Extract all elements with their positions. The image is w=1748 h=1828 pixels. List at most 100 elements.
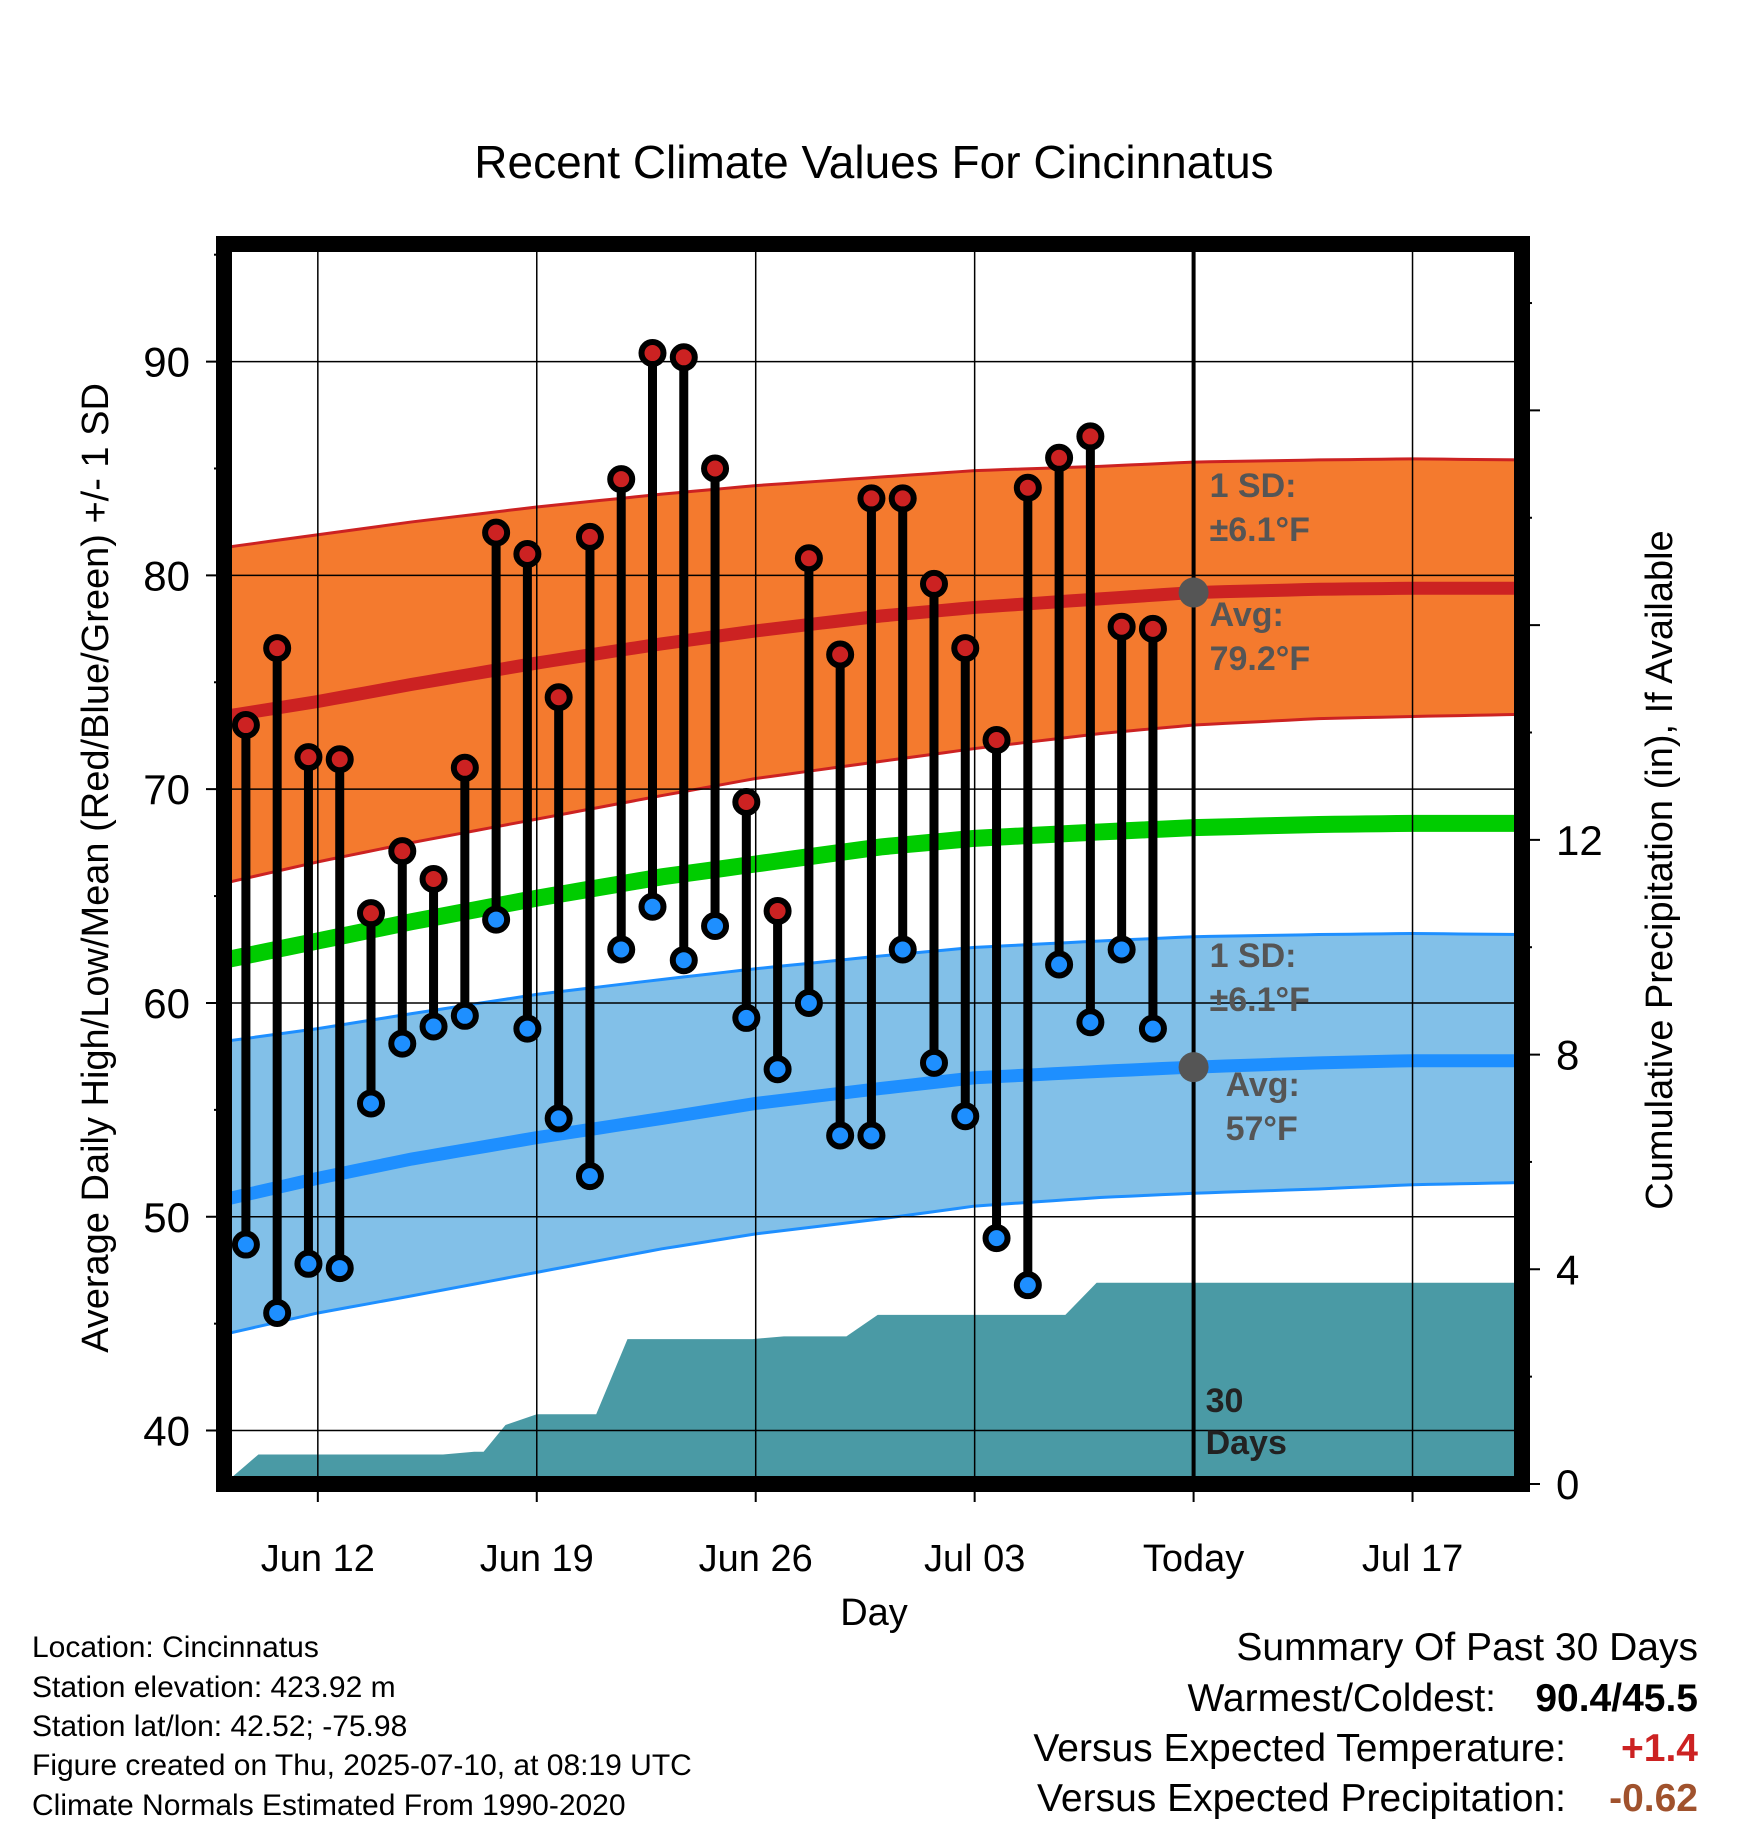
high-sd-value: ±6.1°F [1210, 511, 1310, 549]
obs-low-point [263, 1298, 292, 1327]
obs-low-point [982, 1224, 1011, 1253]
obs-low-point [544, 1104, 573, 1133]
x-tick-label: Today [1143, 1538, 1244, 1580]
x-tick-label: Jun 19 [480, 1538, 594, 1580]
obs-high-point [450, 753, 479, 782]
obs-low-point [419, 1012, 448, 1041]
obs-low-point [513, 1014, 542, 1043]
x-tick-label: Jul 03 [924, 1538, 1025, 1580]
low-sd-band-lower-edge [224, 1181, 1522, 1336]
summary-temp-value: +1.4 [1621, 1727, 1698, 1770]
precip-area [224, 1282, 1522, 1484]
obs-low-point [701, 912, 730, 940]
y-axis-right-label: Cumulative Precipitation (in), If Availa… [1639, 530, 1681, 1209]
obs-high-point [763, 897, 792, 926]
obs-low-point [450, 1001, 479, 1030]
obs-high-point [919, 569, 948, 598]
obs-high-point [263, 634, 292, 663]
obs-high-point [575, 522, 604, 551]
obs-high-point [544, 683, 573, 712]
summary-temp-label: Versus Expected Temperature: [1033, 1727, 1566, 1770]
obs-high-point [1076, 422, 1105, 451]
high-avg-label: Avg: [1210, 596, 1284, 634]
footer-elevation: Station elevation: 423.92 m [32, 1671, 396, 1704]
obs-high-point [1107, 612, 1136, 641]
obs-high-point [357, 899, 386, 928]
obs-high-point [231, 711, 260, 740]
obs-high-point [669, 343, 698, 372]
obs-low-point [1076, 1008, 1105, 1037]
obs-low-point [294, 1249, 323, 1278]
obs-low-point [1107, 935, 1136, 964]
y-tick-label: 90 [143, 339, 190, 386]
obs-low-point [638, 892, 667, 921]
plot-area: 30 Days 1 SD: ±6.1°F Avg: 79.2°F 1 SD: ±6.1°F Av… [143, 236, 1603, 1580]
obs-low-point [732, 1003, 761, 1032]
obs-high-point [419, 864, 448, 893]
today-high-avg-marker [1178, 577, 1209, 608]
obs-high-point [951, 634, 980, 663]
plot-inner [224, 244, 1522, 1484]
obs-low-point [1138, 1014, 1167, 1043]
obs-low-point [826, 1121, 855, 1150]
low-sd-value: ±6.1°F [1210, 981, 1310, 1019]
y-tick-label: 40 [143, 1408, 190, 1455]
obs-high-point [325, 745, 354, 774]
obs-high-point [826, 640, 855, 669]
footer-latlon: Station lat/lon: 42.52; -75.98 [32, 1710, 407, 1743]
y-axis-left-label: Average Daily High/Low/Mean (Red/Blue/Gr… [75, 383, 117, 1353]
obs-high-point [638, 339, 667, 368]
obs-high-point [294, 743, 323, 772]
obs-high-point [701, 454, 730, 483]
x-axis-label: Day [840, 1592, 908, 1634]
obs-high-point [794, 544, 823, 573]
low-avg-value: 57°F [1226, 1110, 1298, 1148]
obs-low-point [325, 1254, 354, 1283]
obs-high-point [1045, 443, 1074, 472]
high-sd-label: 1 SD: [1210, 467, 1297, 505]
low-avg-label: Avg: [1226, 1066, 1300, 1104]
high-sd-band-upper-edge [224, 457, 1522, 550]
y2-tick-label: 4 [1556, 1246, 1579, 1293]
obs-low-point [951, 1102, 980, 1131]
obs-high-point [513, 540, 542, 568]
plot-frame [216, 236, 1530, 1492]
obs-low-point [482, 905, 511, 934]
chart-title: Recent Climate Values For Cincinnatus [474, 136, 1273, 188]
obs-low-point [919, 1048, 948, 1077]
obs-low-point [857, 1121, 886, 1150]
y2-tick-label: 0 [1556, 1461, 1579, 1508]
obs-low-point [1013, 1271, 1042, 1300]
obs-high-point [1138, 614, 1167, 643]
footer-created: Figure created on Thu, 2025-07-10, at 08… [32, 1749, 692, 1782]
obs-high-point [888, 484, 917, 513]
summary-precip-label: Versus Expected Precipitation: [1037, 1777, 1566, 1820]
obs-low-point [575, 1162, 604, 1191]
obs-high-point [857, 484, 886, 513]
today-low-avg-marker [1178, 1052, 1209, 1083]
summary-warmest-coldest-value: 90.4/45.5 [1535, 1677, 1698, 1720]
today-days-label: Days [1206, 1424, 1287, 1462]
y-tick-label: 50 [143, 1194, 190, 1241]
y2-tick-label: 12 [1556, 817, 1603, 864]
y-tick-label: 60 [143, 980, 190, 1027]
summary-warmest-coldest-label: Warmest/Coldest: [1188, 1677, 1496, 1720]
obs-low-point [1045, 950, 1074, 979]
summary-heading: Summary Of Past 30 Days [1236, 1626, 1698, 1669]
obs-high-point [1013, 473, 1042, 502]
obs-low-point [669, 946, 698, 975]
today-days-number: 30 [1206, 1382, 1244, 1420]
obs-low-point [357, 1089, 386, 1118]
footer-normals: Climate Normals Estimated From 1990-2020 [32, 1789, 626, 1822]
x-tick-label: Jul 17 [1362, 1538, 1463, 1580]
low-sd-label: 1 SD: [1210, 937, 1297, 975]
x-tick-label: Jun 26 [699, 1538, 813, 1580]
obs-low-point [231, 1230, 260, 1259]
x-tick-label: Jun 12 [261, 1538, 375, 1580]
y-tick-label: 80 [143, 552, 190, 599]
obs-low-point [888, 935, 917, 964]
footer-location: Location: Cincinnatus [32, 1631, 319, 1664]
obs-high-point [482, 518, 511, 547]
summary-precip-value: -0.62 [1609, 1777, 1698, 1820]
